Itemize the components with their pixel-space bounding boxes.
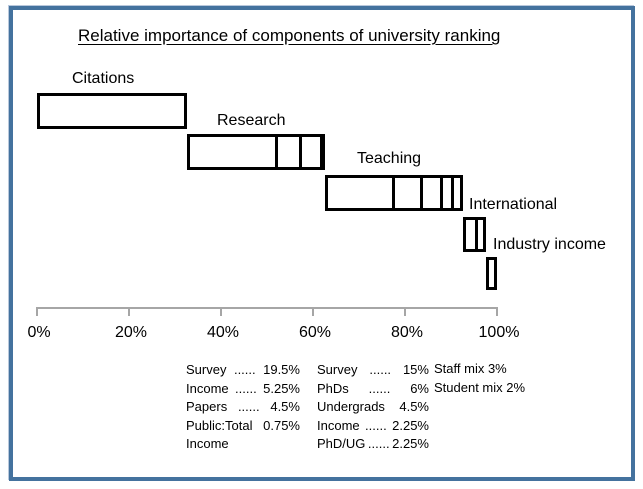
research-label: Income (186, 436, 229, 451)
teaching-dots: ...... (367, 436, 390, 451)
axis-tick-100 (496, 307, 498, 316)
international-breakdown-line-1: Staff mix 3% (434, 361, 507, 376)
component-label-research: Research (217, 112, 286, 129)
segment-divider-teaching-phds (419, 175, 423, 211)
teaching-breakdown-list: Survey...... 15% PhDs...... 6% Undergrads 4.5… (317, 361, 429, 454)
teaching-row-undergrads: Undergrads 4.5% (317, 398, 429, 417)
teaching-value: 4.5% (399, 399, 429, 414)
segment-divider-teaching-survey (392, 175, 395, 211)
axis-tick-label-100: 100% (478, 324, 520, 341)
teaching-label: Survey (317, 362, 358, 377)
segment-divider-research-papers (319, 134, 323, 170)
component-label-industry-income: Industry income (493, 236, 606, 253)
research-row-papers: Papers...... 4.5% (186, 398, 300, 417)
segment-divider-teaching-undergrads (440, 175, 444, 211)
teaching-value: 6% (410, 380, 429, 396)
research-label: Papers (186, 399, 228, 414)
research-value: 19.5% (263, 362, 300, 377)
segment-divider-research-survey (274, 134, 278, 170)
axis-tick-label-20: 20% (114, 324, 148, 341)
research-label: Survey (186, 362, 227, 377)
research-value: 4.5% (270, 399, 300, 414)
axis-tick-40 (220, 307, 222, 316)
teaching-label: PhD/UG (317, 436, 366, 451)
research-value: 5.25% (263, 380, 300, 396)
teaching-label: PhDs (317, 380, 349, 396)
component-box-research (186, 134, 325, 170)
axis-tick-label-80: 80% (390, 324, 424, 341)
research-dots: ...... (237, 399, 260, 414)
axis-tick-label-60: 60% (298, 324, 332, 341)
component-label-citations: Citations (72, 70, 135, 87)
axis-tick-label-0: 0% (27, 324, 51, 341)
teaching-value: 15% (402, 362, 429, 377)
teaching-label: Undergrads (317, 399, 385, 414)
axis-tick-60 (312, 307, 314, 316)
axis-line (36, 307, 498, 309)
teaching-row-survey: Survey...... 15% (317, 361, 429, 380)
research-breakdown-list: Survey...... 19.5% Income...... 5.25% Papers… (186, 361, 300, 454)
segment-divider-teaching-income (450, 175, 454, 211)
teaching-dots: ...... (369, 362, 392, 377)
international-breakdown-list: Staff mix 3% Student mix 2% (434, 359, 544, 397)
axis-tick-0 (36, 307, 38, 316)
teaching-dots: ...... (368, 380, 391, 396)
teaching-dots: ...... (365, 417, 387, 433)
research-dots: ...... (235, 380, 257, 396)
research-row-survey: Survey...... 19.5% (186, 361, 300, 380)
teaching-value: 2.25% (392, 417, 429, 433)
component-box-citations (37, 93, 187, 129)
research-value: 0.75% (263, 417, 300, 433)
research-row-public-total: Public:Total 0.75% (186, 417, 300, 436)
segment-divider-international-staff-mix (474, 217, 478, 252)
research-label: Income (186, 380, 229, 396)
teaching-row-phd-ug: PhD/UG...... 2.25% (317, 435, 429, 454)
research-label: Public:Total (186, 417, 253, 433)
international-breakdown-line-2: Student mix 2% (434, 380, 526, 395)
teaching-row-phds: PhDs...... 6% (317, 380, 429, 399)
research-row-income: Income (186, 435, 300, 454)
component-label-teaching: Teaching (357, 150, 422, 167)
component-label-international: International (469, 196, 558, 213)
teaching-label: Income (317, 417, 360, 433)
component-box-industry-income (485, 257, 497, 290)
teaching-value: 2.25% (392, 436, 429, 451)
segment-divider-research-income (298, 134, 302, 170)
teaching-row-income: Income...... 2.25% (317, 417, 429, 436)
axis-tick-20 (128, 307, 130, 316)
axis-tick-label-40: 40% (206, 324, 240, 341)
component-box-international (462, 217, 486, 252)
research-dots: ...... (233, 362, 256, 377)
research-row-income: Income...... 5.25% (186, 380, 300, 399)
axis-tick-80 (404, 307, 406, 316)
chart-title: Relative importance of components of uni… (78, 26, 501, 45)
